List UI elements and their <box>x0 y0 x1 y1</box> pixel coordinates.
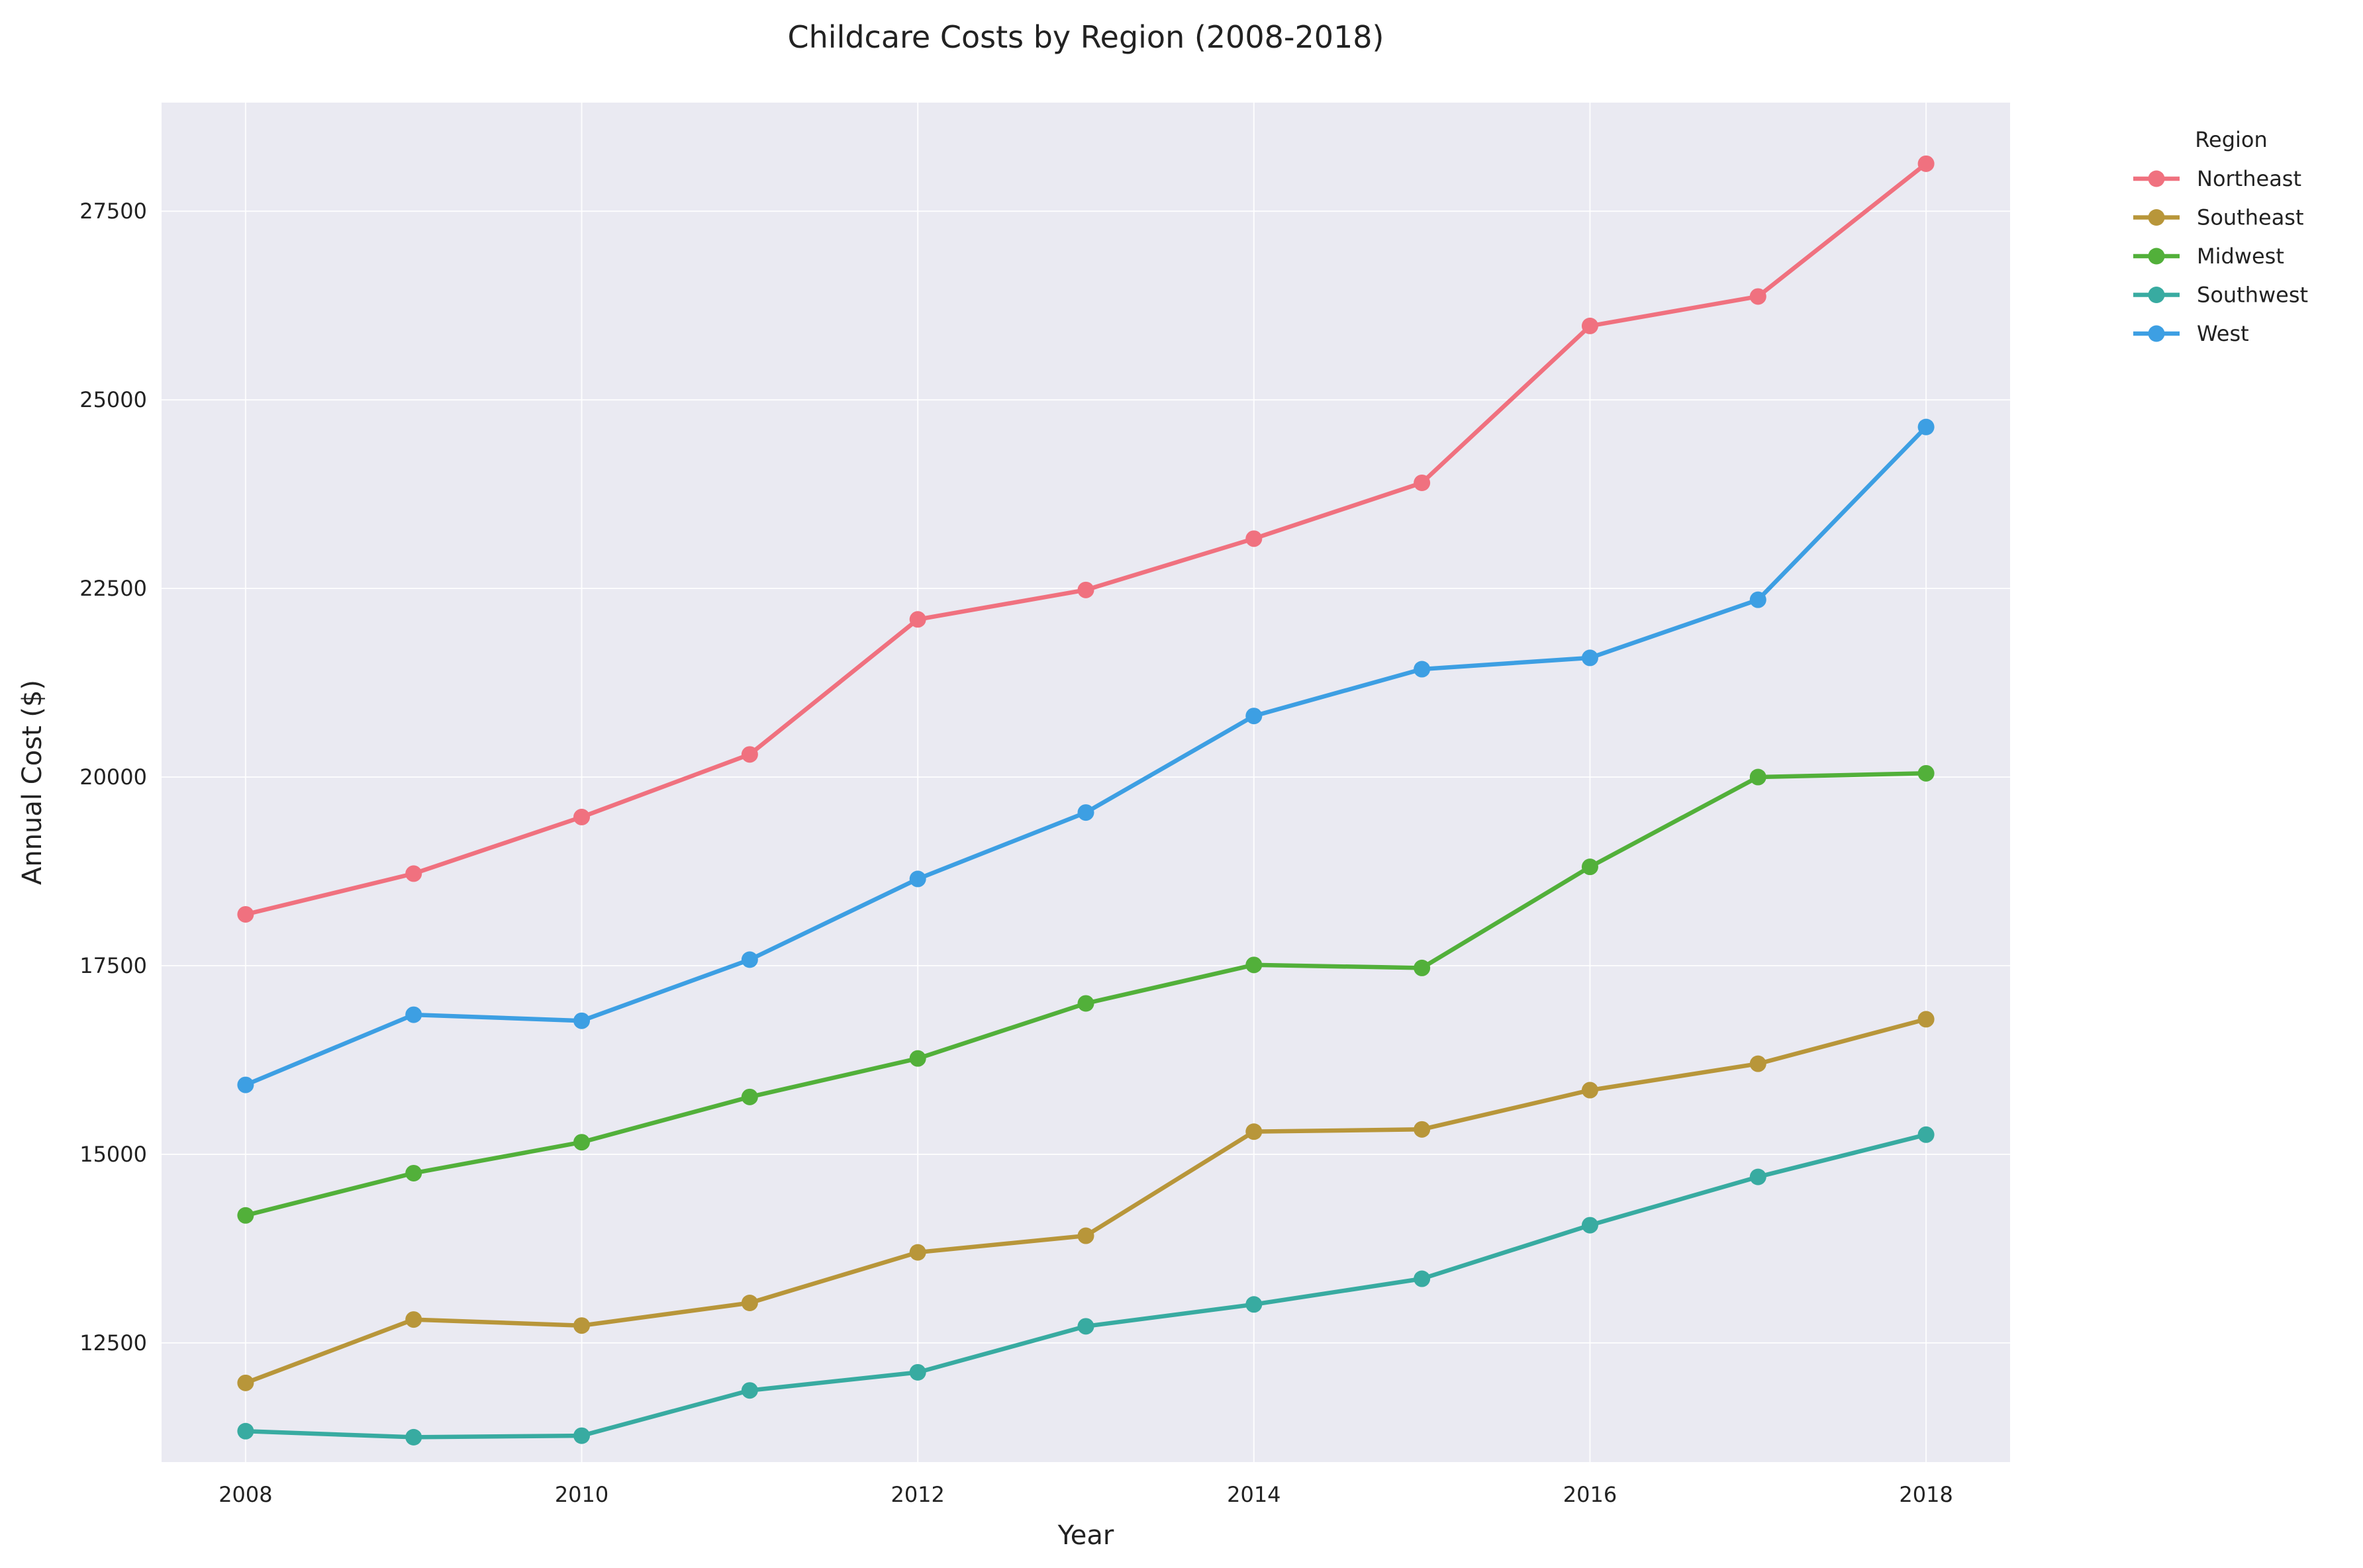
legend-point-marker <box>2148 325 2165 342</box>
series-southeast <box>237 1011 1935 1391</box>
data-point-west <box>1245 708 1263 725</box>
x-tick-label: 2010 <box>555 1482 608 1507</box>
data-point-southeast <box>405 1311 422 1328</box>
y-tick-label: 22500 <box>79 576 147 601</box>
legend-label: Midwest <box>2197 244 2284 269</box>
y-axis-ticks: 12500 15000 17500 20000 22500 25000 27500 <box>79 199 147 1356</box>
x-axis-label: Year <box>1057 1520 1114 1551</box>
data-point-midwest <box>237 1207 254 1224</box>
data-point-northeast <box>1414 474 1431 491</box>
x-tick-label: 2008 <box>218 1482 272 1507</box>
data-point-west <box>1917 418 1935 436</box>
data-point-west <box>1581 649 1598 667</box>
data-point-southeast <box>237 1374 254 1391</box>
data-point-northeast <box>237 905 254 923</box>
data-point-southwest <box>1581 1217 1598 1234</box>
gridlines <box>162 103 2010 1462</box>
data-point-northeast <box>405 865 422 882</box>
data-point-southwest <box>405 1428 422 1446</box>
series-west <box>237 418 1935 1093</box>
data-point-southwest <box>1077 1318 1094 1335</box>
data-point-midwest <box>1414 959 1431 976</box>
data-point-midwest <box>741 1088 758 1105</box>
y-tick-label: 12500 <box>79 1330 147 1356</box>
legend-label: Southeast <box>2197 205 2304 230</box>
data-point-southeast <box>741 1294 758 1311</box>
plot-area-background <box>162 103 2010 1462</box>
legend-label: Southwest <box>2197 283 2308 308</box>
data-point-southwest <box>237 1422 254 1440</box>
data-point-midwest <box>1749 768 1766 786</box>
x-tick-label: 2014 <box>1227 1482 1280 1507</box>
legend-point-marker <box>2148 170 2165 187</box>
data-point-west <box>237 1076 254 1093</box>
data-point-southwest <box>1414 1270 1431 1287</box>
data-point-southeast <box>1917 1011 1935 1028</box>
data-point-west <box>405 1006 422 1023</box>
data-point-northeast <box>1245 530 1263 547</box>
y-tick-label: 27500 <box>79 199 147 224</box>
legend-label: West <box>2197 321 2249 346</box>
series-group <box>237 155 1935 1446</box>
data-point-northeast <box>741 746 758 763</box>
data-point-northeast <box>1917 155 1935 172</box>
series-midwest <box>237 764 1935 1224</box>
data-point-northeast <box>1581 317 1598 334</box>
data-point-northeast <box>909 611 926 628</box>
data-point-west <box>909 870 926 888</box>
y-tick-label: 15000 <box>79 1142 147 1167</box>
data-point-southeast <box>1414 1121 1431 1138</box>
y-tick-label: 20000 <box>79 764 147 790</box>
x-tick-label: 2016 <box>1563 1482 1617 1507</box>
data-point-midwest <box>573 1134 591 1151</box>
data-point-west <box>1077 804 1094 821</box>
legend-title: Region <box>2195 127 2268 152</box>
data-point-northeast <box>1749 288 1766 305</box>
legend-item-southeast: Southeast <box>2133 205 2304 230</box>
x-tick-label: 2012 <box>891 1482 944 1507</box>
data-point-southeast <box>909 1244 926 1261</box>
data-point-midwest <box>405 1164 422 1181</box>
data-point-west <box>1749 591 1766 608</box>
data-point-west <box>1414 661 1431 678</box>
y-tick-label: 25000 <box>79 387 147 412</box>
data-point-midwest <box>1917 764 1935 782</box>
data-point-southwest <box>1245 1296 1263 1313</box>
data-point-northeast <box>1077 581 1094 598</box>
data-point-midwest <box>1245 956 1263 974</box>
data-point-southeast <box>1749 1055 1766 1072</box>
legend: Region Northeast Southeast Midwest Southwes… <box>2133 127 2308 346</box>
legend-point-marker <box>2148 248 2165 265</box>
data-point-west <box>573 1012 591 1029</box>
y-axis-label: Annual Cost ($) <box>17 680 48 885</box>
legend-item-southwest: Southwest <box>2133 283 2308 308</box>
data-point-southeast <box>573 1317 591 1334</box>
series-northeast <box>237 155 1935 923</box>
series-southwest <box>237 1126 1935 1446</box>
legend-point-marker <box>2148 287 2165 303</box>
data-point-southwest <box>1917 1126 1935 1143</box>
data-point-northeast <box>573 808 591 825</box>
legend-point-marker <box>2148 209 2165 226</box>
data-point-southwest <box>909 1363 926 1381</box>
data-point-west <box>741 951 758 968</box>
data-point-southwest <box>1749 1168 1766 1185</box>
data-point-midwest <box>1077 995 1094 1012</box>
legend-label: Northeast <box>2197 166 2301 191</box>
data-point-southeast <box>1245 1123 1263 1140</box>
y-tick-label: 17500 <box>79 953 147 978</box>
data-point-southwest <box>573 1427 591 1444</box>
data-point-midwest <box>909 1050 926 1067</box>
legend-item-northeast: Northeast <box>2133 166 2301 191</box>
legend-item-midwest: Midwest <box>2133 244 2284 269</box>
data-point-southeast <box>1077 1227 1094 1244</box>
legend-item-west: West <box>2133 321 2249 346</box>
data-point-midwest <box>1581 858 1598 876</box>
chart-title: Childcare Costs by Region (2008-2018) <box>788 19 1384 55</box>
x-tick-label: 2018 <box>1899 1482 1953 1507</box>
data-point-southwest <box>741 1382 758 1399</box>
x-axis-ticks: 2008 2010 2012 2014 2016 2018 <box>218 1482 1953 1507</box>
data-point-southeast <box>1581 1082 1598 1099</box>
